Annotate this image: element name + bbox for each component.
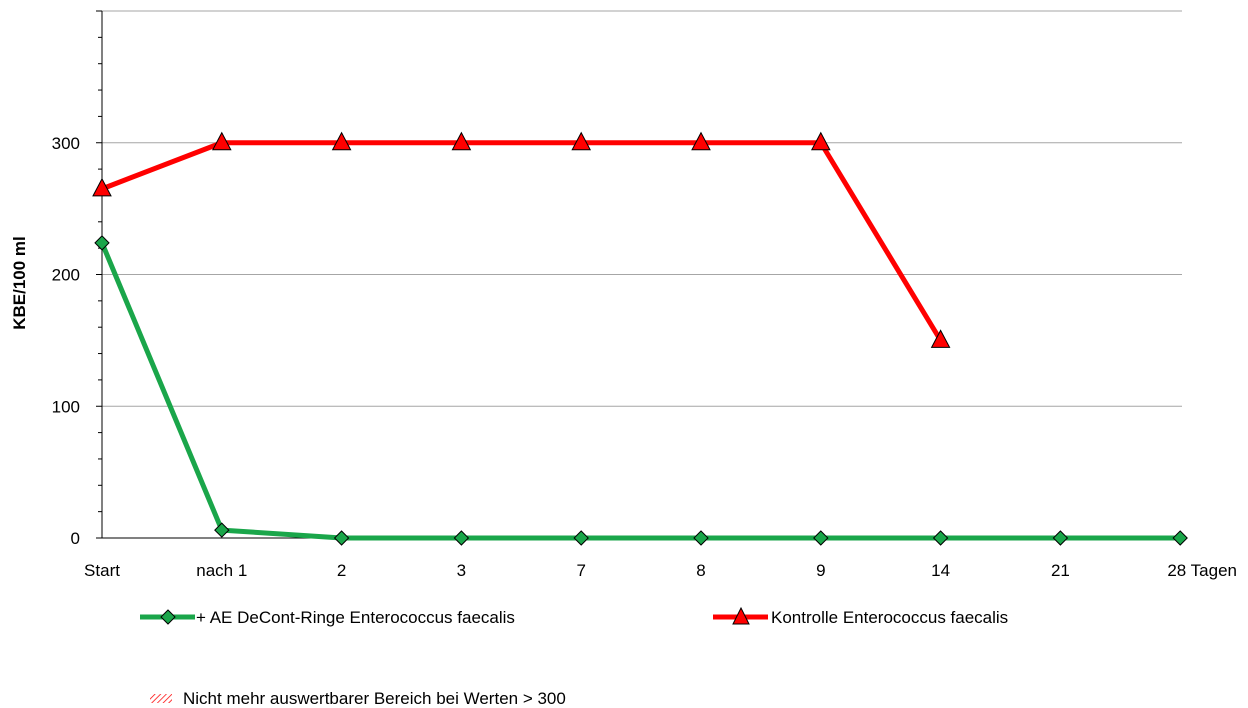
x-tick-label: 9 [816, 561, 825, 580]
x-tick-label: 8 [696, 561, 705, 580]
data-point-diamond [813, 530, 829, 546]
data-point-diamond [1052, 530, 1069, 546]
x-tick-label: 7 [576, 561, 585, 580]
data-point-diamond [214, 522, 230, 538]
data-point-triangle [930, 329, 951, 348]
data-point-triangle [810, 131, 831, 151]
legend-diamond-marker [160, 609, 176, 625]
series [92, 131, 1188, 546]
series-1 [92, 131, 951, 348]
data-point-diamond [333, 530, 350, 546]
gridlines [102, 10, 1182, 407]
series-line [99, 241, 1181, 541]
series-line [101, 140, 943, 342]
data-point-diamond [453, 530, 470, 546]
data-point-diamond [573, 530, 589, 546]
series-0 [94, 235, 1188, 546]
x-tick-label: Start [84, 561, 120, 580]
data-point-triangle [92, 177, 112, 197]
legend-triangle-marker [732, 606, 750, 625]
data-point-triangle [451, 131, 472, 151]
legend: + AE DeCont-Ringe Enterococcus faecalis … [140, 606, 1008, 708]
data-point-triangle [691, 131, 711, 151]
legend-item-note: Nicht mehr auswertbarer Bereich bei Wert… [150, 689, 566, 708]
legend-item-kontrolle: Kontrolle Enterococcus faecalis [713, 606, 1008, 627]
data-point-triangle [211, 131, 232, 151]
legend-label-note: Nicht mehr auswertbarer Bereich bei Wert… [183, 689, 566, 708]
y-tick-label: 300 [52, 134, 80, 153]
legend-item-decont: + AE DeCont-Ringe Enterococcus faecalis [140, 608, 515, 627]
y-tick-label: 100 [52, 397, 80, 416]
y-axis-label: KBE/100 ml [10, 236, 29, 330]
x-tick-labels: Start nach 1 2 3 7 8 9 14 21 28 Tagen [84, 561, 1237, 580]
data-point-diamond [693, 530, 709, 546]
data-point-triangle [571, 131, 592, 151]
x-tick-label: 2 [337, 561, 346, 580]
y-tick-labels: 0 100 200 300 [52, 134, 80, 548]
y-tick-label: 0 [71, 529, 80, 548]
x-tick-label: 14 [931, 561, 950, 580]
y-tick-label: 200 [52, 266, 80, 285]
x-tick-label: 28 Tagen [1167, 561, 1237, 580]
legend-label-kontrolle: Kontrolle Enterococcus faecalis [771, 608, 1008, 627]
legend-label-decont: + AE DeCont-Ringe Enterococcus faecalis [196, 608, 515, 627]
x-tick-label: 21 [1051, 561, 1070, 580]
hatch-swatch [150, 694, 172, 703]
data-point-diamond [1172, 530, 1188, 546]
data-point-diamond [94, 235, 110, 251]
data-point-triangle [331, 131, 352, 151]
data-point-diamond [932, 530, 949, 546]
x-tick-label: nach 1 [196, 561, 247, 580]
x-tick-label: 3 [457, 561, 466, 580]
